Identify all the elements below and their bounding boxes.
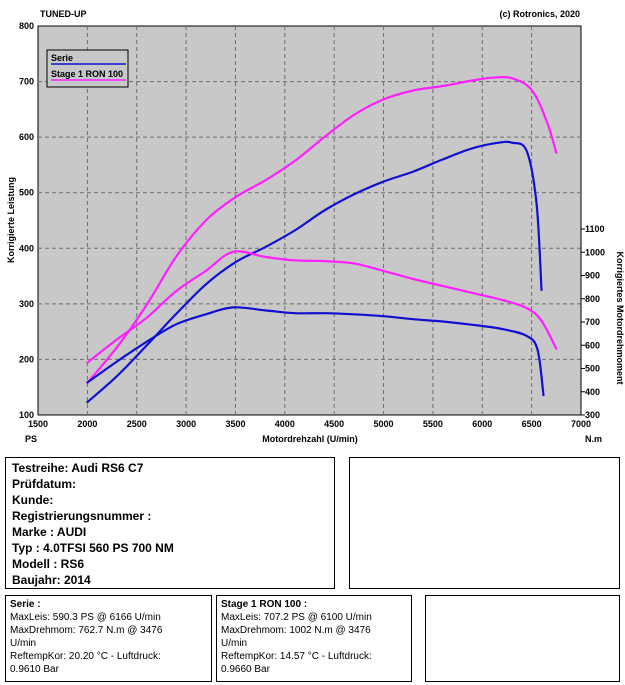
header-right: (c) Rotronics, 2020 — [499, 9, 580, 19]
y-left-tick-label: 300 — [19, 299, 34, 309]
y-right-tick-label: 300 — [585, 410, 600, 420]
legend: Serie Stage 1 RON 100 — [46, 49, 129, 88]
stage1-result-line: ReftempKor: 14.57 °C - Luftdruck: — [221, 651, 372, 662]
stage1-result-line: U/min — [221, 638, 248, 649]
stage1-power-line — [86, 75, 558, 384]
info-line: Prüfdatum: — [12, 477, 76, 491]
x-tick-label: 2000 — [77, 419, 97, 429]
serie-results-title: Serie : — [10, 599, 41, 610]
stage1-result-line: 0.9660 Bar — [221, 664, 270, 675]
y-right-tick-label: 900 — [585, 271, 600, 281]
y-left-tick-label: 500 — [19, 188, 34, 198]
x-tick-label: 3500 — [225, 419, 245, 429]
x-tick-label: 6500 — [522, 419, 542, 429]
info-line: Registrierungsnummer : — [12, 509, 152, 523]
legend-box — [46, 49, 129, 88]
x-tick-label: 6000 — [472, 419, 492, 429]
series-layer — [86, 75, 558, 404]
stage1-result-line: MaxDrehmom: 1002 N.m @ 3476 — [221, 625, 371, 636]
info-line: Kunde: — [12, 493, 54, 507]
y-left-tick-label: 400 — [19, 243, 34, 253]
serie-result-line: ReftempKor: 20.20 °C - Luftdruck: — [10, 651, 161, 662]
legend-entry-stage1: Stage 1 RON 100 — [51, 69, 123, 79]
serie-result-line: MaxLeis: 590.3 PS @ 6166 U/min — [10, 612, 161, 623]
x-tick-label: 1500 — [28, 419, 48, 429]
y-right-tick-label: 1100 — [585, 224, 605, 234]
empty-box-right-bottom — [425, 595, 620, 682]
y-right-tick-label: 1000 — [585, 247, 605, 257]
x-axis-label: Motordrehzahl (U/min) — [262, 434, 358, 444]
y-left-tick-label: 200 — [19, 354, 34, 364]
stage1-torque-line — [86, 250, 558, 364]
stage1-results-box: Stage 1 RON 100 : MaxLeis: 707.2 PS @ 61… — [216, 595, 412, 682]
stage1-result-line: MaxLeis: 707.2 PS @ 6100 U/min — [221, 612, 372, 623]
y-axis-left-label: Korrigierte Leistung — [6, 177, 16, 263]
y-right-tick-label: 700 — [585, 317, 600, 327]
x-unit-right: N.m — [585, 434, 602, 444]
y-left-tick-label: 800 — [19, 21, 34, 31]
header-left: TUNED-UP — [40, 9, 87, 19]
legend-entry-serie: Serie — [51, 53, 73, 63]
info-line: Baujahr: 2014 — [12, 573, 91, 587]
info-line: Typ : 4.0TFSI 560 PS 700 NM — [12, 541, 174, 555]
serie-power-line — [86, 140, 543, 404]
x-tick-label: 3000 — [176, 419, 196, 429]
info-line: Marke : AUDI — [12, 525, 87, 539]
x-tick-label: 4500 — [324, 419, 344, 429]
x-tick-label: 4000 — [275, 419, 295, 429]
x-tick-label: 5500 — [423, 419, 443, 429]
x-tick-label: 5000 — [374, 419, 394, 429]
x-tick-label: 7000 — [571, 419, 591, 429]
serie-results-box: Serie : MaxLeis: 590.3 PS @ 6166 U/min M… — [5, 595, 212, 682]
serie-result-line: 0.9610 Bar — [10, 664, 59, 675]
y-left-tick-label: 700 — [19, 77, 34, 87]
info-line: Modell : RS6 — [12, 557, 85, 571]
empty-box-right-top — [349, 457, 620, 589]
y-axis-right-label: Korrigiertes Motordrehmoment — [615, 251, 625, 384]
y-left-tick-label: 100 — [19, 410, 34, 420]
x-unit-left: PS — [25, 434, 37, 444]
serie-result-line: MaxDrehmom: 762.7 N.m @ 3476 — [10, 625, 163, 636]
vehicle-info-box: Testreihe: Audi RS6 C7 Prüfdatum: Kunde:… — [5, 457, 335, 589]
stage1-results-title: Stage 1 RON 100 : — [221, 599, 308, 610]
y-right-tick-label: 500 — [585, 364, 600, 374]
dyno-chart: 1500 2000 2500 3000 3500 4000 4500 5000 5500 6000… — [6, 9, 625, 444]
y-right-tick-label: 800 — [585, 294, 600, 304]
info-line: Testreihe: Audi RS6 C7 — [12, 461, 144, 475]
x-tick-label: 2500 — [127, 419, 147, 429]
y-right-tick-label: 600 — [585, 340, 600, 350]
serie-result-line: U/min — [10, 638, 37, 649]
y-left-tick-label: 600 — [19, 132, 34, 142]
y-right-tick-label: 400 — [585, 387, 600, 397]
serie-torque-line — [86, 306, 545, 397]
axes: 1500 2000 2500 3000 3500 4000 4500 5000 5500 6000… — [19, 21, 605, 429]
